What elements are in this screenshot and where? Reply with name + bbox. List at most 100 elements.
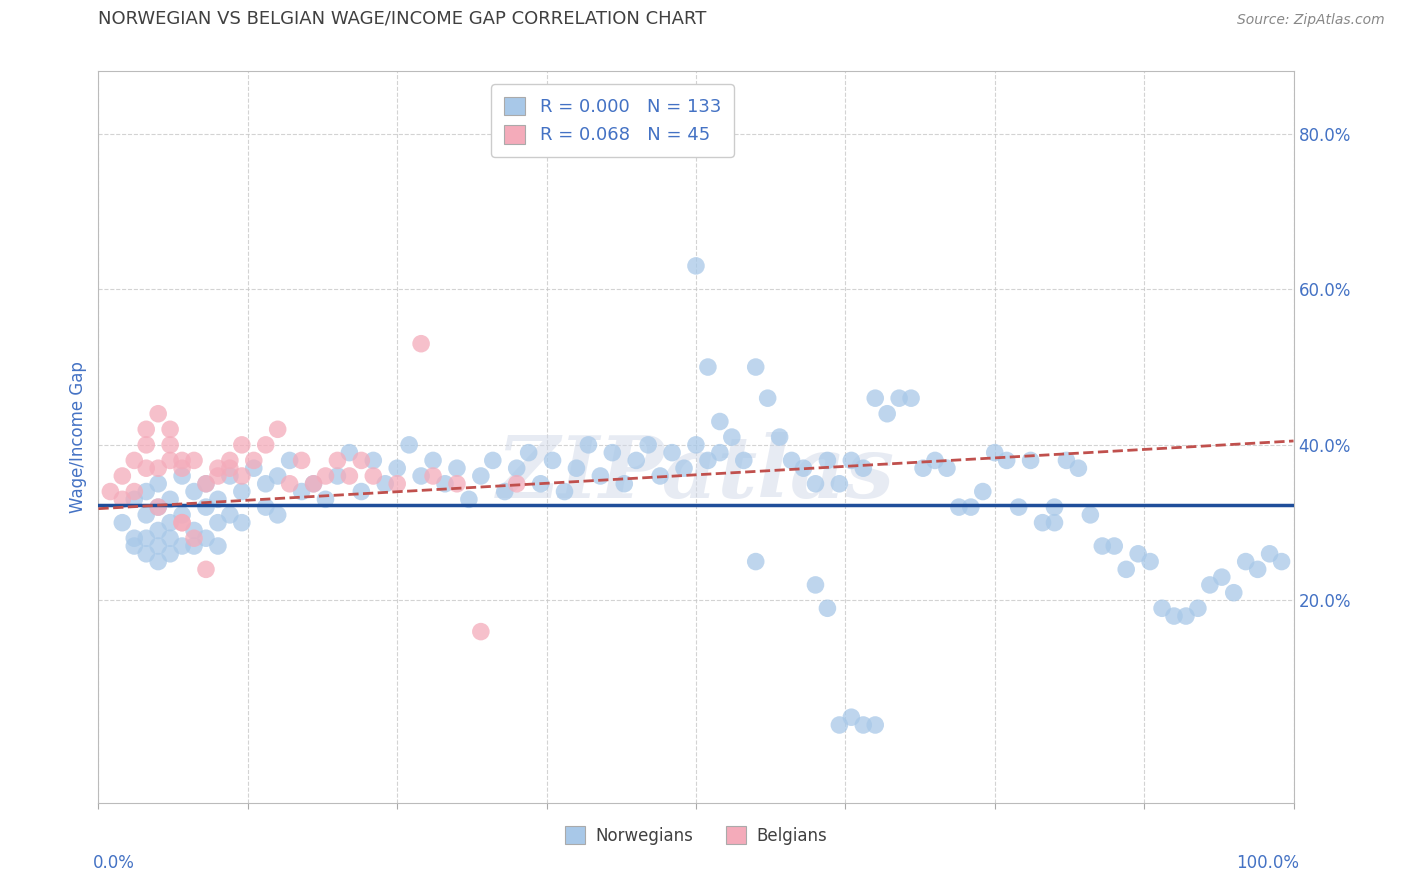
Norwegians <box>135 484 157 499</box>
Norwegians <box>697 453 720 467</box>
Norwegians <box>793 461 815 475</box>
Norwegians <box>172 508 194 522</box>
Norwegians <box>291 484 314 499</box>
Norwegians <box>578 438 600 452</box>
Norwegians <box>1008 500 1031 515</box>
Norwegians <box>1258 547 1281 561</box>
Belgians <box>231 438 253 452</box>
Belgians <box>339 469 361 483</box>
Norwegians <box>183 539 205 553</box>
Norwegians <box>948 500 970 515</box>
Norwegians <box>1152 601 1174 615</box>
Norwegians <box>267 469 290 483</box>
Belgians <box>148 500 170 515</box>
Belgians <box>172 461 194 475</box>
Text: 100.0%: 100.0% <box>1236 854 1299 872</box>
Norwegians <box>554 484 576 499</box>
Norwegians <box>1019 453 1042 467</box>
Norwegians <box>900 391 922 405</box>
Norwegians <box>1056 453 1078 467</box>
Norwegians <box>756 391 779 405</box>
Norwegians <box>828 718 851 732</box>
Norwegians <box>446 461 468 475</box>
Norwegians <box>815 453 838 467</box>
Norwegians <box>267 508 290 522</box>
Text: ZIPatlas: ZIPatlas <box>496 432 896 516</box>
Belgians <box>98 484 122 499</box>
Belgians <box>159 438 181 452</box>
Norwegians <box>852 718 875 732</box>
Norwegians <box>911 461 934 475</box>
Norwegians <box>1234 555 1257 569</box>
Belgians <box>148 407 170 421</box>
Norwegians <box>350 484 373 499</box>
Norwegians <box>745 359 768 374</box>
Norwegians <box>411 469 433 483</box>
Norwegians <box>159 492 181 507</box>
Norwegians <box>565 461 588 475</box>
Norwegians <box>207 492 229 507</box>
Norwegians <box>685 259 707 273</box>
Norwegians <box>685 438 707 452</box>
Norwegians <box>385 461 409 475</box>
Norwegians <box>148 555 170 569</box>
Norwegians <box>972 484 994 499</box>
Norwegians <box>865 718 887 732</box>
Belgians <box>254 438 277 452</box>
Norwegians <box>745 555 768 569</box>
Belgians <box>159 422 181 436</box>
Norwegians <box>135 508 157 522</box>
Norwegians <box>530 476 553 491</box>
Norwegians <box>661 445 683 459</box>
Norwegians <box>148 539 170 553</box>
Norwegians <box>648 469 672 483</box>
Norwegians <box>984 445 1007 459</box>
Norwegians <box>960 500 983 515</box>
Belgians <box>195 476 218 491</box>
Norwegians <box>231 484 253 499</box>
Norwegians <box>841 710 863 724</box>
Norwegians <box>1043 516 1066 530</box>
Norwegians <box>852 461 875 475</box>
Text: Source: ZipAtlas.com: Source: ZipAtlas.com <box>1237 13 1385 28</box>
Legend: Norwegians, Belgians: Norwegians, Belgians <box>557 818 835 853</box>
Norwegians <box>1080 508 1102 522</box>
Norwegians <box>207 516 229 530</box>
Norwegians <box>458 492 481 507</box>
Belgians <box>385 476 409 491</box>
Norwegians <box>804 578 827 592</box>
Belgians <box>135 422 157 436</box>
Norwegians <box>995 453 1018 467</box>
Belgians <box>159 453 181 467</box>
Belgians <box>446 476 468 491</box>
Norwegians <box>302 476 325 491</box>
Norwegians <box>768 430 790 444</box>
Norwegians <box>434 476 457 491</box>
Norwegians <box>159 516 181 530</box>
Norwegians <box>159 531 181 545</box>
Belgians <box>219 453 242 467</box>
Belgians <box>422 469 444 483</box>
Norwegians <box>183 524 205 538</box>
Belgians <box>135 438 157 452</box>
Norwegians <box>1032 516 1054 530</box>
Norwegians <box>1091 539 1114 553</box>
Norwegians <box>924 453 946 467</box>
Belgians <box>278 476 301 491</box>
Norwegians <box>1104 539 1126 553</box>
Belgians <box>207 469 229 483</box>
Belgians <box>363 469 385 483</box>
Norwegians <box>135 547 157 561</box>
Norwegians <box>254 500 277 515</box>
Norwegians <box>1247 562 1270 576</box>
Belgians <box>231 469 253 483</box>
Norwegians <box>148 524 170 538</box>
Norwegians <box>219 508 242 522</box>
Norwegians <box>278 453 301 467</box>
Norwegians <box>876 407 898 421</box>
Norwegians <box>124 539 146 553</box>
Norwegians <box>815 601 838 615</box>
Norwegians <box>613 476 636 491</box>
Belgians <box>506 476 529 491</box>
Norwegians <box>124 492 146 507</box>
